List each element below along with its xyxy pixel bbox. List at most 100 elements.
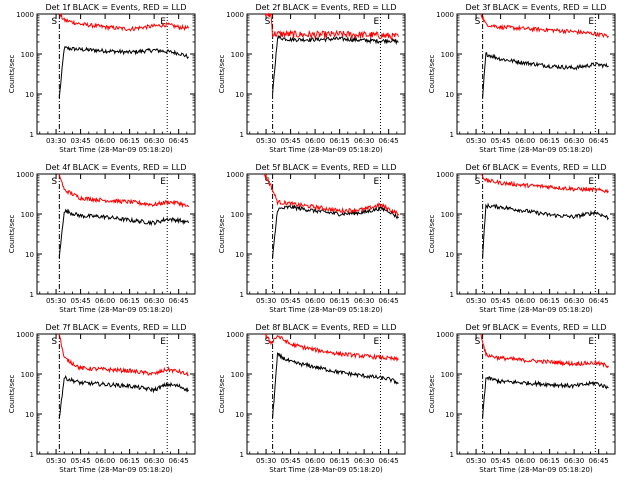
chart-panel: Det 7f BLACK = Events, RED = LLD 1 10 100 10…	[8, 323, 196, 474]
x-tick-label: 06:30	[144, 137, 164, 145]
start-marker-label: S	[475, 337, 481, 347]
x-tick-label: 06:00	[95, 457, 115, 465]
x-tick-label: 06:15	[540, 137, 560, 145]
chart-title: Det 9f BLACK = Events, RED = LLD	[465, 323, 606, 332]
x-tick-label: 05:45	[280, 297, 300, 305]
x-axis-label: Start Time (28-Mar-09 05:18:20)	[59, 146, 173, 154]
x-tick-label: 06:15	[330, 137, 350, 145]
y-tick-label: 10	[445, 91, 454, 99]
chart-title: Det 5f BLACK = Events, RED = LLD	[255, 163, 396, 172]
chart-panel: Det 8f BLACK = Events, RED = LLD 1 10 100 10…	[218, 323, 406, 474]
plot-frame	[246, 173, 406, 295]
y-tick-label: 10	[235, 411, 244, 419]
y-tick-label: 10	[25, 251, 34, 259]
plot-frame	[246, 333, 406, 455]
x-tick-label: 05:45	[70, 457, 90, 465]
y-tick-label: 1	[450, 451, 454, 459]
y-tick-label: 100	[231, 51, 244, 59]
y-tick-label: 10	[445, 411, 454, 419]
x-tick-label: 05:30	[256, 137, 276, 145]
chart-panel: Det 9f BLACK = Events, RED = LLD 1 10 100 10…	[428, 323, 616, 474]
y-tick-label: 10	[235, 91, 244, 99]
y-tick-label: 100	[21, 371, 34, 379]
x-tick-label: 06:30	[144, 457, 164, 465]
start-marker-label: S	[51, 177, 57, 187]
y-tick-label: 1	[240, 451, 244, 459]
x-tick-label: 06:30	[354, 297, 374, 305]
plot-frame	[36, 333, 196, 455]
y-tick-label: 100	[231, 211, 244, 219]
y-tick-label: 1	[30, 451, 34, 459]
y-tick-label: 1000	[226, 171, 244, 179]
events-series-line	[272, 352, 399, 418]
chart-title: Det 2f BLACK = Events, RED = LLD	[255, 3, 396, 12]
end-marker-label: E	[160, 177, 166, 187]
x-tick-label: 05:30	[46, 297, 66, 305]
lld-series-line	[58, 173, 189, 209]
x-tick-label: 06:45	[379, 137, 399, 145]
plot-frame	[456, 13, 616, 135]
x-tick-label: 06:45	[169, 457, 189, 465]
x-axis-label: Start Time (28-Mar-09 05:18:20)	[59, 306, 173, 314]
y-tick-label: 10	[25, 91, 34, 99]
x-tick-label: 06:30	[564, 457, 584, 465]
x-axis-label: Start Time (28-Mar-09 05:18:20)	[479, 466, 593, 474]
lld-series-line	[480, 13, 609, 39]
lld-series-line	[264, 12, 399, 42]
x-tick-label: 05:30	[466, 457, 486, 465]
end-marker-label: E	[160, 17, 166, 27]
y-tick-label: 1000	[436, 331, 454, 339]
events-series-line	[272, 34, 399, 95]
x-tick-label: 06:00	[515, 137, 535, 145]
y-tick-label: 1000	[16, 11, 34, 19]
x-axis-label: Start Time (28-Mar-09 05:18:20)	[269, 306, 383, 314]
events-series-line	[58, 374, 189, 418]
chart-title: Det 3f BLACK = Events, RED = LLD	[465, 3, 606, 12]
x-axis-label: Start Time (28-Mar-09 05:18:20)	[269, 466, 383, 474]
y-tick-label: 10	[445, 251, 454, 259]
x-axis-label: Start Time (28-Mar-09 05:18:20)	[479, 146, 593, 154]
y-axis-label: Counts/sec	[8, 55, 16, 94]
y-tick-label: 10	[25, 411, 34, 419]
x-tick-label: 06:15	[330, 457, 350, 465]
y-tick-label: 1	[240, 291, 244, 299]
x-tick-label: 06:15	[330, 297, 350, 305]
x-tick-label: 06:15	[120, 297, 140, 305]
events-series-line	[482, 52, 609, 98]
x-tick-label: 06:30	[564, 137, 584, 145]
y-axis-label: Counts/sec	[428, 55, 436, 94]
y-tick-label: 100	[441, 51, 454, 59]
y-tick-label: 1000	[226, 331, 244, 339]
y-tick-label: 1000	[16, 171, 34, 179]
x-axis-label: Start Time (28-Mar-09 05:18:20)	[59, 466, 173, 474]
chart-title: Det 6f BLACK = Events, RED = LLD	[465, 163, 606, 172]
y-tick-label: 1000	[436, 171, 454, 179]
x-tick-label: 05:45	[280, 137, 300, 145]
x-tick-label: 05:30	[466, 137, 486, 145]
x-tick-label: 06:45	[169, 297, 189, 305]
x-tick-label: 03:45	[70, 137, 90, 145]
y-tick-label: 1	[450, 291, 454, 299]
y-axis-label: Counts/sec	[218, 215, 226, 254]
x-tick-label: 05:45	[280, 457, 300, 465]
y-axis-label: Counts/sec	[8, 375, 16, 414]
start-marker-label: S	[475, 17, 481, 27]
x-tick-label: 06:00	[305, 297, 325, 305]
plot-frame	[36, 13, 196, 135]
start-marker-label: S	[51, 17, 57, 27]
end-marker-label: E	[160, 337, 166, 347]
x-tick-label: 06:00	[515, 297, 535, 305]
y-axis-label: Counts/sec	[8, 215, 16, 254]
y-tick-label: 1	[240, 131, 244, 139]
x-tick-label: 06:00	[95, 297, 115, 305]
start-marker-label: S	[265, 177, 271, 187]
x-tick-label: 05:45	[490, 457, 510, 465]
chart-title: Det 4f BLACK = Events, RED = LLD	[45, 163, 186, 172]
y-tick-label: 100	[441, 211, 454, 219]
y-tick-label: 1	[30, 131, 34, 139]
x-tick-label: 03:30	[46, 137, 66, 145]
x-tick-label: 05:45	[490, 137, 510, 145]
x-tick-label: 06:30	[354, 137, 374, 145]
x-tick-label: 06:45	[589, 137, 609, 145]
